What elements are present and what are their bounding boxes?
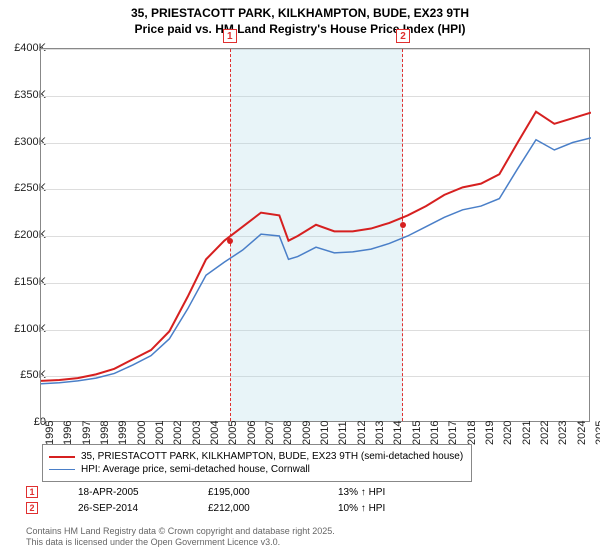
- x-tick-label: 2020: [502, 421, 514, 445]
- x-tick-label: 2017: [447, 421, 459, 445]
- tx-index-box: 2: [26, 502, 38, 514]
- x-tick-label: 2009: [301, 421, 313, 445]
- x-tick-label: 1995: [44, 421, 56, 445]
- legend-row: 35, PRIESTACOTT PARK, KILKHAMPTON, BUDE,…: [49, 451, 465, 462]
- x-tick-label: 2010: [319, 421, 331, 445]
- series-line: [41, 138, 591, 384]
- x-tick-label: 2021: [521, 421, 533, 445]
- tx-price: £195,000: [208, 487, 298, 498]
- chart-title-line2: Price paid vs. HM Land Registry's House …: [0, 22, 600, 36]
- x-tick-label: 2024: [576, 421, 588, 445]
- x-tick-label: 1998: [99, 421, 111, 445]
- transaction-marker-label: 1: [223, 29, 237, 43]
- transaction-marker-label: 2: [396, 29, 410, 43]
- table-row: 2 26-SEP-2014 £212,000 10% ↑ HPI: [26, 500, 428, 516]
- tx-price: £212,000: [208, 503, 298, 514]
- x-tick-label: 2011: [337, 421, 349, 445]
- x-tick-label: 2000: [136, 421, 148, 445]
- x-tick-label: 2006: [246, 421, 258, 445]
- plot-area: 1995199619971998199920002001200220032004…: [40, 48, 590, 422]
- transaction-marker: [400, 222, 406, 228]
- x-tick-label: 1997: [81, 421, 93, 445]
- table-row: 1 18-APR-2005 £195,000 13% ↑ HPI: [26, 484, 428, 500]
- x-tick-label: 2019: [484, 421, 496, 445]
- x-tick-label: 2004: [209, 421, 221, 445]
- x-tick-label: 2018: [466, 421, 478, 445]
- tx-date: 26-SEP-2014: [78, 503, 168, 514]
- footer-attribution: Contains HM Land Registry data © Crown c…: [26, 526, 335, 549]
- legend-box: 35, PRIESTACOTT PARK, KILKHAMPTON, BUDE,…: [42, 444, 472, 482]
- x-tick-label: 2003: [191, 421, 203, 445]
- x-tick-label: 2001: [154, 421, 166, 445]
- chart-container: 35, PRIESTACOTT PARK, KILKHAMPTON, BUDE,…: [0, 0, 600, 560]
- legend-swatch: [49, 456, 75, 458]
- series-line: [41, 112, 591, 381]
- transaction-table: 1 18-APR-2005 £195,000 13% ↑ HPI 2 26-SE…: [26, 484, 428, 516]
- chart-title-line1: 35, PRIESTACOTT PARK, KILKHAMPTON, BUDE,…: [0, 0, 600, 22]
- x-tick-label: 1996: [62, 421, 74, 445]
- legend-swatch: [49, 469, 75, 470]
- x-tick-label: 2002: [172, 421, 184, 445]
- footer-line1: Contains HM Land Registry data © Crown c…: [26, 526, 335, 537]
- x-tick-label: 2015: [411, 421, 423, 445]
- x-tick-label: 2012: [356, 421, 368, 445]
- x-tick-label: 1999: [117, 421, 129, 445]
- x-tick-label: 2025: [594, 421, 600, 445]
- transaction-marker: [227, 238, 233, 244]
- tx-index-box: 1: [26, 486, 38, 498]
- legend-label: HPI: Average price, semi-detached house,…: [81, 464, 310, 475]
- chart-svg: [41, 49, 591, 423]
- x-tick-label: 2013: [374, 421, 386, 445]
- x-tick-label: 2022: [539, 421, 551, 445]
- tx-delta: 10% ↑ HPI: [338, 503, 428, 514]
- x-tick-label: 2005: [227, 421, 239, 445]
- x-tick-label: 2007: [264, 421, 276, 445]
- x-tick-label: 2023: [557, 421, 569, 445]
- tx-delta: 13% ↑ HPI: [338, 487, 428, 498]
- x-tick-label: 2014: [392, 421, 404, 445]
- tx-date: 18-APR-2005: [78, 487, 168, 498]
- legend-row: HPI: Average price, semi-detached house,…: [49, 464, 465, 475]
- x-tick-label: 2016: [429, 421, 441, 445]
- legend-label: 35, PRIESTACOTT PARK, KILKHAMPTON, BUDE,…: [81, 451, 463, 462]
- footer-line2: This data is licensed under the Open Gov…: [26, 537, 335, 548]
- x-tick-label: 2008: [282, 421, 294, 445]
